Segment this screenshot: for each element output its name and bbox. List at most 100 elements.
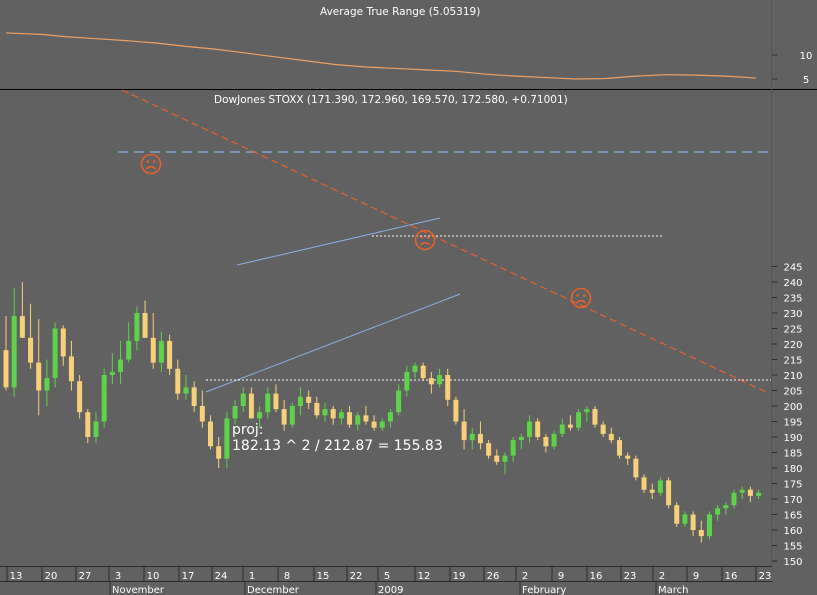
- candle-body: [567, 424, 573, 428]
- candle-body: [494, 455, 500, 462]
- candle-body: [625, 455, 631, 459]
- x-tick-label: 17: [182, 571, 195, 582]
- candle-body: [273, 393, 279, 410]
- candle-body: [44, 378, 50, 391]
- candle-body: [420, 365, 426, 379]
- candle-body: [371, 421, 377, 428]
- candle-body: [330, 409, 336, 419]
- y-tick-label: 240: [783, 278, 802, 289]
- x-tick-label: 3: [115, 571, 121, 582]
- month-label: 2009: [378, 585, 403, 595]
- x-tick-label: 23: [759, 571, 772, 582]
- candle-body: [543, 437, 549, 447]
- channel-upper-line: [236, 217, 441, 266]
- candle-body: [158, 340, 164, 363]
- candle-body: [379, 421, 385, 428]
- candle-body: [428, 378, 434, 385]
- x-tick-label: 24: [215, 571, 228, 582]
- y-tick-label: 150: [783, 557, 802, 568]
- candle-body: [232, 406, 238, 419]
- candle-body: [592, 409, 598, 425]
- candle-body: [657, 480, 663, 493]
- candle-body: [698, 530, 704, 537]
- candle-body: [510, 440, 516, 456]
- y-tick-label: 200: [783, 402, 802, 413]
- month-label: March: [658, 585, 688, 595]
- candle-body: [183, 387, 189, 394]
- x-tick-label: 12: [418, 571, 431, 582]
- candle-body: [265, 393, 271, 413]
- x-tick-label: 2: [522, 571, 528, 582]
- candle-body: [412, 365, 418, 372]
- candle-body: [641, 477, 647, 490]
- candle-body: [617, 440, 622, 456]
- frown-icon: [140, 153, 162, 175]
- candle-body: [404, 371, 410, 391]
- x-tick-label: 10: [147, 571, 160, 582]
- y-tick-label: 165: [783, 511, 802, 522]
- x-tick-label: 5: [384, 571, 390, 582]
- candle-body: [518, 437, 524, 441]
- x-tick-label: 16: [725, 571, 738, 582]
- channel-lower-line: [205, 293, 461, 393]
- candle-body: [387, 412, 393, 422]
- candle-body: [502, 455, 508, 462]
- candle-body: [224, 418, 230, 459]
- candle-body: [461, 421, 467, 441]
- candle-body: [445, 375, 451, 400]
- atr-series-line: [5, 32, 757, 80]
- candle-body: [142, 313, 148, 338]
- candle-body: [608, 433, 614, 441]
- analysis-overlays: [118, 89, 771, 393]
- price-y-axis: 150 155 160 165 170 175 180 185 190 195 200 205 210 2…: [772, 263, 803, 568]
- candle-body: [486, 443, 492, 456]
- y-tick-label: 230: [783, 309, 802, 320]
- candle-body: [126, 340, 132, 360]
- candle-body: [68, 356, 74, 382]
- candle-body: [85, 412, 91, 437]
- y-tick-label: 195: [783, 418, 802, 429]
- candle-body: [731, 492, 737, 506]
- candle-body: [396, 390, 402, 413]
- candle-body: [36, 362, 42, 391]
- x-tick-label: 19: [453, 571, 466, 582]
- atr-y-tick-label: 10: [800, 51, 813, 62]
- candle-body: [363, 415, 369, 422]
- candle-body: [28, 337, 34, 363]
- month-label: December: [247, 585, 300, 595]
- atr-panel: Average True Range (5.05319) 5 10: [5, 6, 813, 86]
- frown-icon: [414, 229, 436, 251]
- candle-body: [453, 399, 459, 422]
- candle-body: [199, 406, 205, 422]
- candle-body: [584, 409, 590, 413]
- y-tick-label: 235: [783, 294, 802, 305]
- y-tick-label: 225: [783, 325, 802, 336]
- candle-body: [469, 433, 475, 441]
- candle-body: [682, 514, 688, 524]
- candle-body: [101, 375, 107, 422]
- candle-body: [77, 381, 83, 413]
- candle-body: [167, 340, 173, 369]
- atr-title: Average True Range (5.05319): [320, 6, 480, 18]
- month-label: November: [112, 585, 165, 595]
- candle-body: [649, 489, 655, 493]
- frown-icon: [570, 287, 592, 309]
- x-axis-ticks: 13 20 27 3 10 17 24 1 8 15 22 5 12 19 26 2 9 16 23 2 9 16 23: [6, 567, 772, 582]
- candle-body: [19, 316, 25, 338]
- candle-body: [347, 412, 353, 425]
- y-tick-label: 220: [783, 340, 802, 351]
- x-tick-label: 8: [284, 571, 290, 582]
- x-tick-label: 23: [624, 571, 637, 582]
- candle-body: [289, 406, 295, 425]
- candle-body: [723, 505, 729, 509]
- price-title: DowJones STOXX (171.390, 172.960, 169.57…: [214, 94, 568, 106]
- candle-body: [477, 433, 483, 444]
- month-label: February: [522, 585, 566, 595]
- x-tick-label: 20: [45, 571, 58, 582]
- candle-body: [739, 489, 745, 493]
- candle-body: [756, 492, 762, 496]
- y-tick-label: 155: [783, 542, 802, 553]
- x-axis: 13 20 27 3 10 17 24 1 8 15 22 5 12 19 26 2 9 16 23 2 9 16 23 N…: [0, 566, 817, 595]
